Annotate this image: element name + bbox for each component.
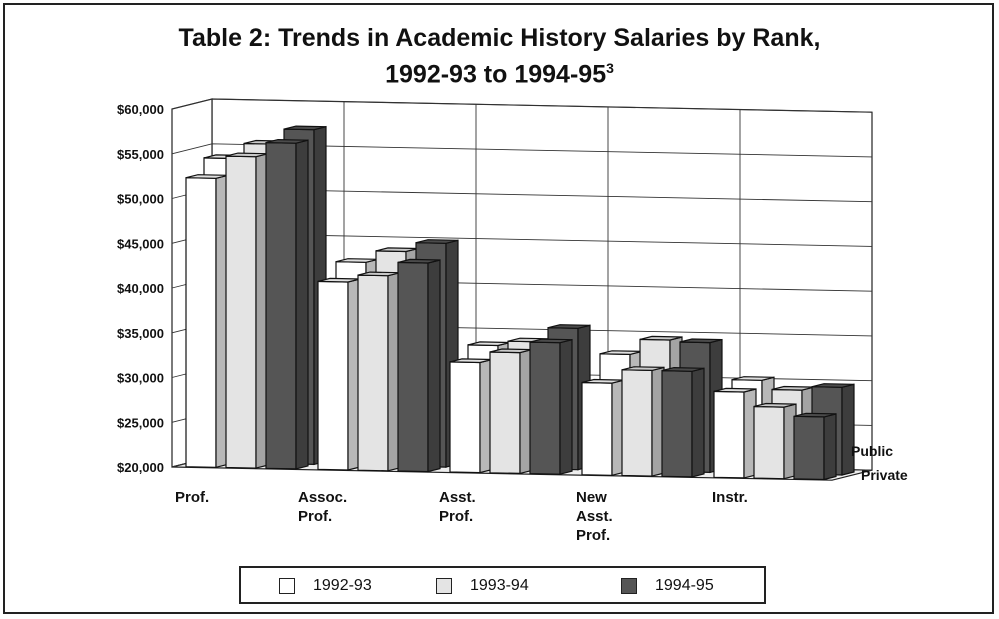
bar-private-3-1-top [639, 335, 683, 341]
bar-private-4-2-top [811, 383, 855, 388]
category-label-line: Asst. [439, 489, 476, 506]
bar-public-0-0-front [185, 177, 217, 468]
bar-public-0-2-front [265, 141, 297, 470]
bar-public-0-0 [185, 174, 229, 469]
legend-item-1992-93: 1992-93 [279, 575, 372, 597]
bar-public-1-2-front [397, 261, 429, 473]
bar-public-1-2-side [427, 259, 441, 473]
category-label-line: Instr. [712, 489, 748, 506]
bar-public-2-1-front [489, 351, 521, 475]
bar-private-2-2-top [547, 324, 591, 329]
legend-label-1993-94: 1993-94 [470, 577, 529, 594]
category-label-line: Prof. [175, 489, 209, 506]
category-label-line: Prof. [576, 527, 610, 544]
y-tick-label: $40,000 [117, 281, 164, 296]
bar-private-0-2-top [283, 125, 327, 131]
bar-public-3-2-top [661, 366, 705, 372]
bar-public-4-2-front [793, 415, 825, 481]
legend-item-1993-94: 1993-94 [436, 575, 529, 597]
category-label: Prof. [175, 489, 209, 506]
bar-public-4-1-top [753, 402, 797, 408]
bar-private-4-0-top [731, 376, 775, 381]
gridline-8 [171, 98, 873, 113]
y-tick-label: $50,000 [117, 192, 164, 207]
bar-public-4-2 [793, 412, 837, 481]
bar-public-2-0 [449, 358, 493, 474]
y-tick-label: $60,000 [117, 102, 164, 117]
bar-public-4-1-front [753, 405, 785, 480]
bar-public-4-2-side [823, 413, 837, 481]
category-label-line: Assoc. [298, 489, 347, 506]
y-tick-label: $35,000 [117, 326, 164, 341]
category-label: New Asst. Prof. [576, 489, 613, 544]
legend-swatch-1993-94 [436, 578, 452, 594]
bar-public-1-2 [397, 258, 441, 473]
bar-public-1-1 [357, 271, 401, 472]
depth-label-public: Public [851, 443, 893, 459]
category-label-line: New [576, 489, 607, 506]
bar-public-3-1-top [621, 366, 665, 372]
chart-title-line1: Table 2: Trends in Academic History Sala… [178, 24, 821, 52]
depth-axis-labels: Public Private [851, 443, 908, 483]
bar-public-3-2-front [661, 369, 693, 478]
bar-public-1-0-front [317, 280, 349, 471]
chart-bars [185, 125, 855, 481]
category-label-line: Prof. [298, 508, 332, 525]
bar-public-0-2-top [265, 138, 309, 144]
bar-public-3-2-side [691, 367, 705, 478]
chart-title-line2: 1992-93 to 1994-953 [0, 60, 999, 89]
legend-swatch-1992-93 [279, 578, 295, 594]
category-label: Instr. [712, 489, 748, 506]
bar-public-2-1 [489, 348, 533, 475]
bar-public-3-1 [621, 366, 665, 477]
bar-public-2-2 [529, 338, 573, 475]
legend-swatch-1994-95 [621, 578, 637, 594]
category-label-line: Prof. [439, 508, 473, 525]
legend-item-1994-95: 1994-95 [621, 575, 714, 597]
y-axis-tick-labels: $20,000 $25,000 $30,000 $35,000 $40,000 $45,0… [117, 102, 164, 475]
depth-label-private: Private [861, 467, 908, 483]
x-axis-category-labels: Prof. Assoc. Prof. Asst. Prof. New Asst. Prof. I… [175, 489, 748, 544]
bar-public-0-1-front [225, 155, 257, 469]
bar-public-4-1 [753, 402, 797, 480]
category-label-line: Asst. [576, 508, 613, 525]
y-tick-label: $25,000 [117, 415, 164, 430]
chart-title-years: 1992-93 to 1994-95 [385, 60, 607, 89]
gridline-7 [171, 143, 873, 158]
bar-public-1-2-top [397, 258, 441, 264]
bar-public-3-1-front [621, 369, 653, 477]
category-label: Asst. Prof. [439, 489, 476, 525]
legend-label-1994-95: 1994-95 [655, 577, 714, 594]
legend-label-1992-93: 1992-93 [313, 577, 372, 594]
bar-public-4-0-top [713, 387, 757, 393]
bar-public-4-0 [713, 387, 757, 479]
bar-public-4-2-top [793, 412, 837, 418]
bar-public-2-2-front [529, 341, 561, 475]
y-tick-label: $30,000 [117, 371, 164, 386]
bar-public-3-0-front [581, 381, 613, 476]
category-label: Assoc. Prof. [298, 489, 347, 525]
bar-public-0-2-side [295, 139, 309, 470]
y-tick-label: $20,000 [117, 460, 164, 475]
legend: 1992-93 1993-94 1994-95 [239, 566, 766, 604]
bar-public-0-2 [265, 138, 309, 470]
bar-public-2-2-top [529, 338, 573, 344]
bar-public-4-0-front [713, 390, 745, 479]
y-tick-label: $55,000 [117, 147, 164, 162]
bar-public-2-0-front [449, 361, 481, 474]
bar-private-1-2-top [415, 239, 459, 244]
y-tick-label: $45,000 [117, 236, 164, 251]
bar-public-3-0 [581, 378, 625, 477]
bar-public-1-1-front [357, 274, 389, 472]
bar-public-0-1 [225, 152, 269, 469]
bar-private-3-2-top [679, 338, 723, 344]
bar-public-3-2 [661, 366, 705, 478]
bar-public-2-2-side [559, 338, 573, 475]
chart-title-footnote: 3 [606, 60, 614, 76]
bar-public-1-0 [317, 277, 361, 471]
bar-private-4-2-side [841, 383, 855, 476]
